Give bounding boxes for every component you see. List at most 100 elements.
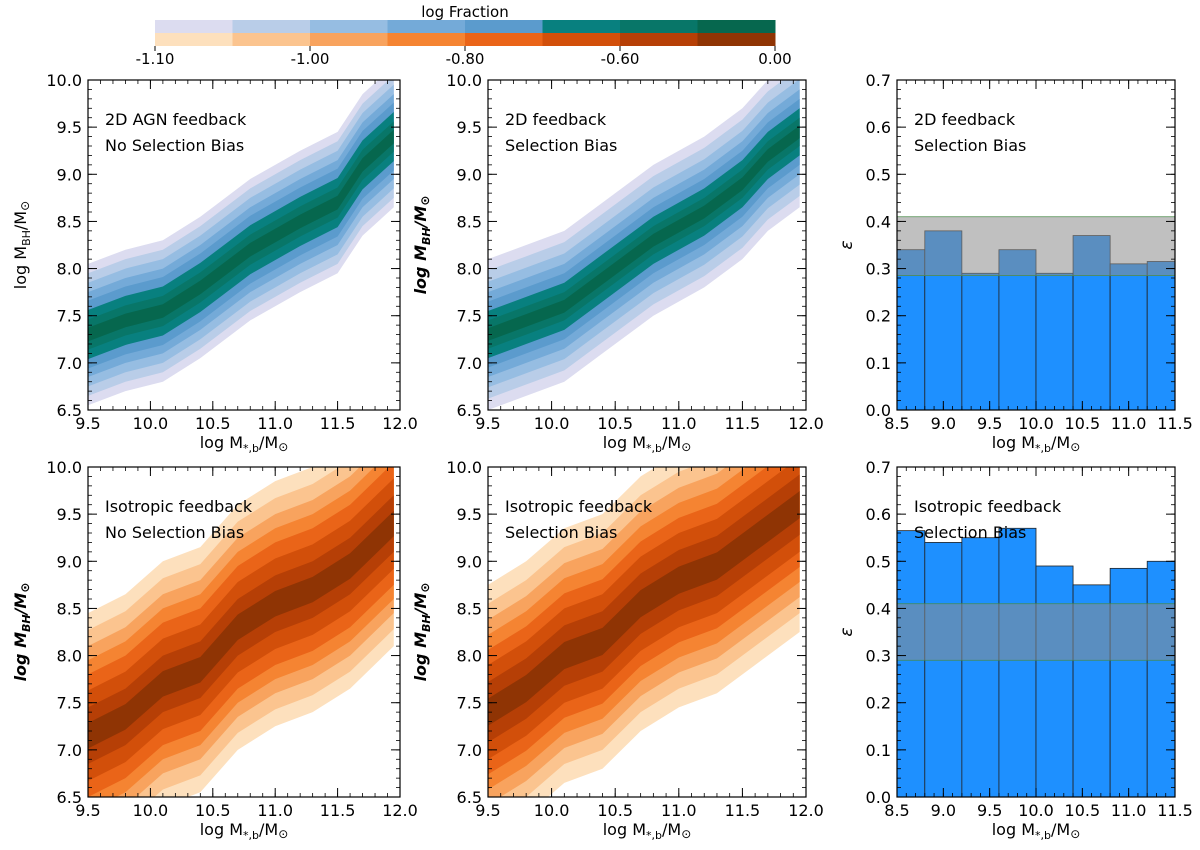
y-axis-label: log MBH/M⊙: [11, 583, 33, 682]
colorbar-tick-label: -0.60: [601, 50, 640, 68]
x-tick-label: 10.5: [597, 801, 633, 820]
panel-5: 9.5 10.0 10.5 11.0 11.5 12.0 6.5 7.0 7.5 8.0 8.5 9.…: [411, 458, 824, 842]
contour-bands: [88, 467, 394, 797]
colorbar-cell-orange-7: [697, 33, 776, 46]
x-tick-label: 11.5: [725, 414, 761, 433]
panel-annotation: 2D feedback: [505, 110, 607, 129]
x-tick-label: 11.5: [725, 801, 761, 820]
x-tick-label: 12.0: [382, 801, 418, 820]
x-axis-label: log M*,b/M⊙: [200, 820, 289, 842]
y-tick-label: 0.6: [866, 118, 891, 137]
x-axis-label: log M*,b/M⊙: [200, 433, 289, 455]
x-tick-label: 9.0: [931, 414, 956, 433]
colorbar-cell-orange-0: [155, 33, 233, 46]
colorbar-cell-orange-3: [387, 33, 466, 46]
contour-bands: [488, 467, 800, 797]
histogram-bar: [1146, 261, 1176, 411]
x-tick-label: 10.0: [534, 801, 570, 820]
colorbar-cell-blue-3: [387, 20, 466, 33]
y-tick-label: 8.5: [457, 212, 482, 231]
panel-annotation: Selection Bias: [505, 523, 617, 542]
y-tick-label: 6.5: [57, 788, 82, 807]
x-tick-label: 9.5: [977, 801, 1002, 820]
contour-band-level-6: [488, 117, 800, 349]
y-tick-label: 0.5: [866, 165, 891, 184]
axes-frame: [487, 466, 807, 798]
x-tick-label: 10.5: [597, 414, 633, 433]
colorbar-cell-orange-6: [620, 33, 698, 46]
y-tick-label: 9.0: [457, 165, 482, 184]
colorbar-tick-label: -0.80: [446, 50, 485, 68]
axis-ticks: 8.5 9.0 9.5 10.0 10.5 11.0 11.5 0.0 0.1 0.2 0.3 0.4…: [866, 71, 1193, 433]
x-tick-label: 12.0: [788, 414, 824, 433]
y-tick-label: 0.4: [866, 212, 891, 231]
y-tick-label: 9.5: [457, 118, 482, 137]
panel-annotation: Selection Bias: [914, 136, 1026, 155]
histogram-bar: [998, 527, 1037, 798]
colorbar: log Fraction -1.10 -1.00 -0.80 -0.60 0.00: [136, 3, 792, 68]
y-tick-label: 10.0: [46, 458, 82, 477]
x-tick-label: 10.0: [133, 801, 169, 820]
y-tick-label: 0.3: [866, 260, 891, 279]
x-tick-label: 9.5: [75, 801, 100, 820]
colorbar-cells: [155, 20, 776, 46]
y-tick-label: 7.0: [457, 741, 482, 760]
contour-bands: [88, 80, 394, 406]
panel-annotation: Isotropic feedback: [914, 497, 1062, 516]
axes-frame: [487, 79, 807, 411]
y-tick-label: 0.2: [866, 307, 891, 326]
y-axis-label: ε: [837, 240, 857, 249]
x-tick-label: 11.5: [1157, 801, 1193, 820]
x-axis-label: log M*,b/M⊙: [603, 433, 692, 455]
colorbar-cell-blue-0: [155, 20, 233, 33]
x-tick-label: 8.5: [884, 801, 909, 820]
y-tick-label: 0.7: [866, 71, 891, 90]
contour-band-core: [488, 125, 800, 341]
contour-bands: [488, 80, 800, 410]
colorbar-cell-blue-5: [542, 20, 621, 33]
y-axis-label: ε: [837, 627, 857, 636]
panel-annotation: Selection Bias: [505, 136, 617, 155]
y-tick-label: 10.0: [46, 71, 82, 90]
panel-annotation: Isotropic feedback: [505, 497, 653, 516]
panel-annotation: No Selection Bias: [105, 136, 244, 155]
panel-2: 9.5 10.0 10.5 11.0 11.5 12.0 6.5 7.0 7.5 8.0 8.5 9.…: [411, 71, 824, 455]
x-tick-label: 11.0: [257, 414, 293, 433]
panel-annotation: 2D AGN feedback: [105, 110, 247, 129]
axes-frame: [87, 466, 401, 798]
axes-frame: [87, 79, 401, 411]
y-tick-label: 8.0: [457, 647, 482, 666]
y-tick-label: 0.7: [866, 458, 891, 477]
y-tick-label: 8.5: [457, 599, 482, 618]
y-tick-label: 0.2: [866, 694, 891, 713]
x-tick-label: 10.5: [195, 414, 231, 433]
panel-4: 9.5 10.0 10.5 11.0 11.5 12.0 6.5 7.0 7.5 8.0 8.5 9.…: [11, 458, 418, 842]
contour-band-core: [88, 510, 394, 749]
y-tick-label: 7.5: [57, 694, 82, 713]
y-tick-label: 8.5: [57, 599, 82, 618]
y-tick-label: 6.5: [457, 401, 482, 420]
axis-ticks: 9.5 10.0 10.5 11.0 11.5 12.0 6.5 7.0 7.5 8.0 8.5 9.…: [46, 71, 417, 433]
colorbar-tick-label: -1.00: [291, 50, 330, 68]
histogram-bar: [961, 272, 1000, 411]
histogram-bar: [1109, 567, 1148, 798]
colorbar-tick-label: -1.10: [136, 50, 175, 68]
y-tick-label: 7.5: [57, 307, 82, 326]
axis-ticks: 9.5 10.0 10.5 11.0 11.5 12.0 6.5 7.0 7.5 8.0 8.5 9.…: [446, 71, 823, 433]
y-tick-label: 9.5: [57, 505, 82, 524]
y-tick-label: 0.1: [866, 354, 891, 373]
panel-1: 9.5 10.0 10.5 11.0 11.5 12.0 6.5 7.0 7.5 8.0 8.5 9.…: [11, 71, 418, 455]
colorbar-cell-orange-2: [310, 33, 388, 46]
x-tick-label: 11.0: [661, 414, 697, 433]
y-tick-label: 10.0: [446, 458, 482, 477]
y-axis-label: log MBH/M⊙: [11, 201, 33, 289]
x-tick-label: 11.5: [320, 414, 356, 433]
x-tick-label: 10.5: [1065, 801, 1101, 820]
histogram-bar: [924, 542, 963, 798]
histogram-bar: [1109, 263, 1148, 411]
axes-frame: [896, 79, 1176, 411]
y-tick-label: 0.6: [866, 505, 891, 524]
histogram: [896, 216, 1176, 411]
panel-annotation: Selection Bias: [914, 523, 1026, 542]
